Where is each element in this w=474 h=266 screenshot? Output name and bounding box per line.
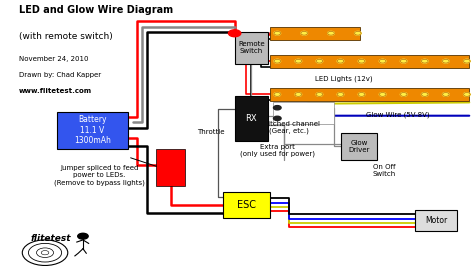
Bar	[341, 133, 377, 160]
Circle shape	[401, 93, 407, 96]
Circle shape	[274, 93, 281, 96]
Circle shape	[443, 59, 449, 63]
Text: Throttle: Throttle	[197, 129, 225, 135]
Text: Extra port
(only used for power): Extra port (only used for power)	[240, 144, 315, 157]
Bar	[223, 192, 270, 218]
Text: ESC: ESC	[237, 200, 256, 210]
Bar	[415, 210, 457, 231]
Bar	[235, 96, 268, 141]
Text: Glow Wire (5V-8V): Glow Wire (5V-8V)	[366, 111, 430, 118]
Circle shape	[358, 59, 365, 63]
Circle shape	[401, 59, 407, 63]
Text: flitetest: flitetest	[31, 234, 71, 243]
Circle shape	[295, 93, 301, 96]
Circle shape	[295, 59, 301, 63]
Circle shape	[421, 93, 428, 96]
Text: Switched channel
(Gear, etc.): Switched channel (Gear, etc.)	[258, 121, 320, 134]
Text: LED Lights (12v): LED Lights (12v)	[315, 75, 373, 82]
Text: November 24, 2010: November 24, 2010	[19, 56, 89, 62]
Circle shape	[421, 59, 428, 63]
Bar	[270, 88, 469, 101]
Circle shape	[274, 31, 281, 35]
Text: Glow
Driver: Glow Driver	[348, 140, 370, 153]
Circle shape	[443, 93, 449, 96]
Circle shape	[273, 116, 281, 120]
Text: LED and Glow Wire Diagram: LED and Glow Wire Diagram	[19, 5, 173, 15]
Bar	[156, 149, 185, 186]
Circle shape	[78, 233, 88, 239]
Circle shape	[337, 93, 344, 96]
Circle shape	[355, 31, 361, 35]
Circle shape	[358, 93, 365, 96]
Text: Battery
11.1 V
1300mAh: Battery 11.1 V 1300mAh	[74, 115, 111, 145]
Circle shape	[274, 59, 281, 63]
Circle shape	[316, 59, 323, 63]
Bar	[270, 55, 469, 68]
Text: Motor: Motor	[425, 216, 447, 225]
Circle shape	[328, 31, 334, 35]
Text: Remote
Switch: Remote Switch	[238, 41, 264, 54]
Circle shape	[301, 31, 308, 35]
Bar	[57, 112, 128, 149]
Circle shape	[464, 93, 470, 96]
Bar	[273, 102, 334, 124]
Circle shape	[379, 59, 386, 63]
Text: Jumper spliced to feed
power to LEDs.
(Remove to bypass lights): Jumper spliced to feed power to LEDs. (R…	[54, 165, 145, 186]
Text: www.flitetest.com: www.flitetest.com	[19, 88, 92, 94]
Text: On Off
Switch: On Off Switch	[372, 164, 396, 177]
Bar	[235, 32, 268, 64]
Circle shape	[273, 106, 281, 110]
Circle shape	[379, 93, 386, 96]
Text: Drawn by: Chad Kapper: Drawn by: Chad Kapper	[19, 72, 101, 78]
Text: (with remote switch): (with remote switch)	[19, 32, 113, 41]
Circle shape	[464, 59, 470, 63]
Circle shape	[228, 30, 241, 37]
Circle shape	[337, 59, 344, 63]
Text: RX: RX	[246, 114, 257, 123]
Circle shape	[316, 93, 323, 96]
Bar	[270, 27, 360, 40]
